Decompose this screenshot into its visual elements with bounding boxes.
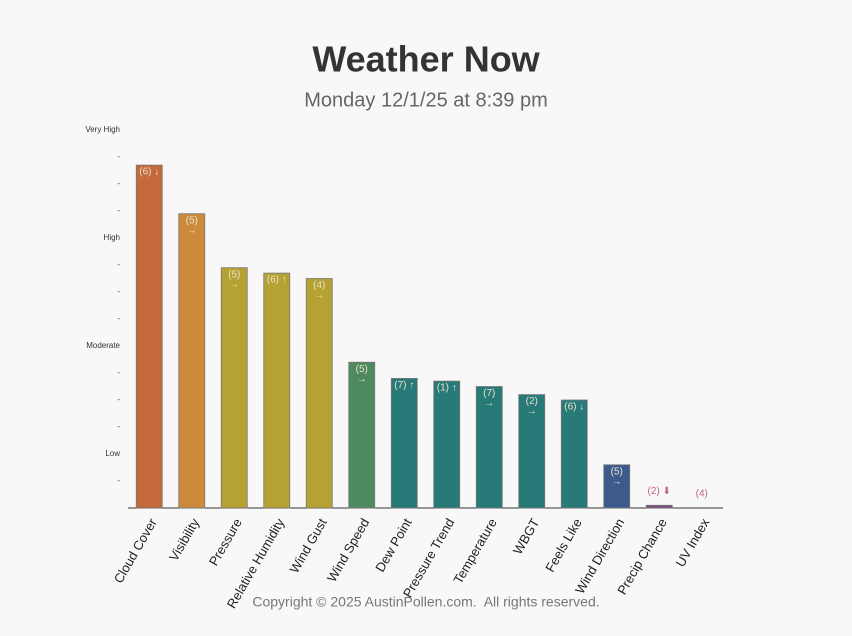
y-tick-label: Low (105, 449, 120, 458)
y-tick-label: - (117, 152, 120, 161)
bar-label: → (229, 279, 239, 290)
bar (645, 504, 673, 509)
bar-label: (5) (228, 269, 240, 280)
y-tick-label: - (117, 422, 120, 431)
bar (390, 377, 418, 509)
bar-label: (6) ↓ (139, 167, 159, 178)
bar-label: (5) (611, 466, 623, 477)
bar-label: → (187, 225, 197, 236)
y-tick-label: - (117, 206, 120, 215)
bar (178, 213, 206, 509)
bar-label: → (527, 406, 537, 417)
y-tick-label: Very High (85, 125, 120, 134)
bar (475, 386, 503, 509)
chart-subtitle: Monday 12/1/25 at 8:39 pm (304, 89, 548, 111)
bar-label: (5) (356, 364, 368, 375)
bar-label: (6) ↓ (564, 402, 584, 413)
y-tick-label: Moderate (86, 341, 120, 350)
y-tick-label: - (117, 179, 120, 188)
chart-title: Weather Now (312, 39, 540, 80)
bar (220, 267, 248, 509)
y-tick-label: - (117, 476, 120, 485)
bar-label: (2) (526, 396, 538, 407)
bar-label: → (314, 290, 324, 301)
y-tick-label: - (117, 260, 120, 269)
bar-label: (2) ⬇ (648, 486, 671, 497)
bar-label: (4) (696, 489, 708, 500)
y-tick-label: - (117, 287, 120, 296)
y-tick-label: - (117, 395, 120, 404)
bar (348, 361, 376, 509)
bar (560, 399, 588, 509)
y-tick-label: - (117, 368, 120, 377)
bar-label: (4) (313, 280, 325, 291)
bar-label: (1) ↑ (437, 383, 457, 394)
bar-label: (6) ↑ (267, 275, 287, 286)
bar (305, 278, 333, 509)
footer: Copyright © 2025 AustinPollen.com. All r… (252, 594, 599, 610)
bar-label: (7) ↑ (394, 380, 414, 391)
y-tick-label: High (104, 233, 120, 242)
bar (518, 394, 546, 509)
bar-label: (5) (186, 215, 198, 226)
bar-label: (7) (483, 388, 495, 399)
bar (603, 464, 631, 509)
bar-label: → (612, 476, 622, 487)
bar-label: → (357, 374, 367, 385)
bar (135, 164, 163, 509)
bar (433, 380, 461, 509)
bar-label: → (484, 398, 494, 409)
bar (263, 272, 291, 509)
y-tick-label: - (117, 314, 120, 323)
